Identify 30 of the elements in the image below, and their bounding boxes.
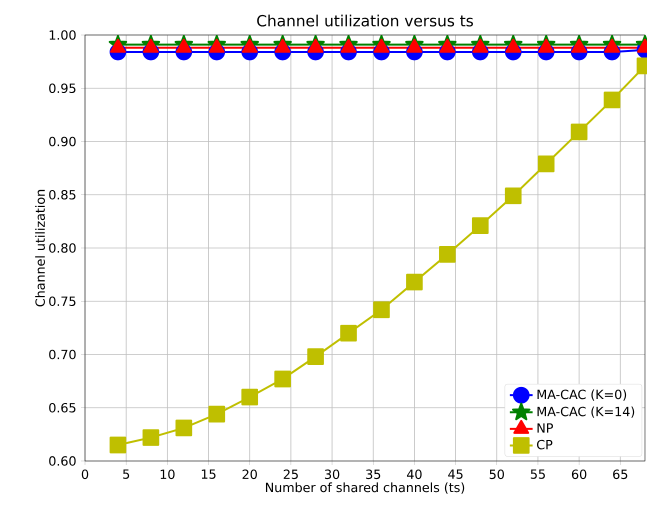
y-tick-label: 0.65 bbox=[49, 402, 76, 413]
x-tick-label: 35 bbox=[366, 469, 380, 480]
y-tick-label: 0.75 bbox=[49, 296, 76, 306]
y-tick-label: 0.85 bbox=[49, 190, 76, 200]
legend-label: CP bbox=[537, 440, 552, 450]
y-tick-label: 0.60 bbox=[49, 456, 76, 466]
y-tick-label: 0.70 bbox=[49, 350, 76, 360]
legend-label: NP bbox=[538, 423, 553, 433]
x-tick-label: 30 bbox=[324, 469, 340, 480]
x-tick-label: 0 bbox=[82, 469, 88, 480]
y-tick-label: 1.00 bbox=[50, 30, 76, 40]
y-tick-label: 0.80 bbox=[49, 243, 76, 253]
y-axis-title: Channel utilization bbox=[35, 190, 45, 306]
x-tick-label: 50 bbox=[490, 469, 504, 480]
x-tick-label: 5 bbox=[123, 469, 130, 479]
x-tick-label: 45 bbox=[448, 469, 463, 479]
x-tick-label: 60 bbox=[572, 469, 586, 480]
x-tick-label: 55 bbox=[530, 469, 545, 479]
x-tick-label: 20 bbox=[242, 469, 257, 480]
x-tick-label: 65 bbox=[613, 469, 628, 480]
y-tick-label: 0.95 bbox=[49, 83, 76, 94]
x-tick-label: 40 bbox=[406, 469, 422, 480]
legend-label: MA-CAC (K=14) bbox=[538, 406, 634, 418]
x-axis-title: Number of shared channels (ts) bbox=[266, 482, 464, 494]
x-tick-label: 15 bbox=[202, 469, 216, 479]
x-tick-label: 25 bbox=[284, 469, 298, 480]
chart-title: Channel utilization versus ts bbox=[257, 14, 473, 27]
x-tick-label: 10 bbox=[160, 469, 175, 480]
y-tick-label: 0.90 bbox=[49, 136, 76, 146]
legend-label: MA-CAC (K=0) bbox=[538, 389, 626, 401]
